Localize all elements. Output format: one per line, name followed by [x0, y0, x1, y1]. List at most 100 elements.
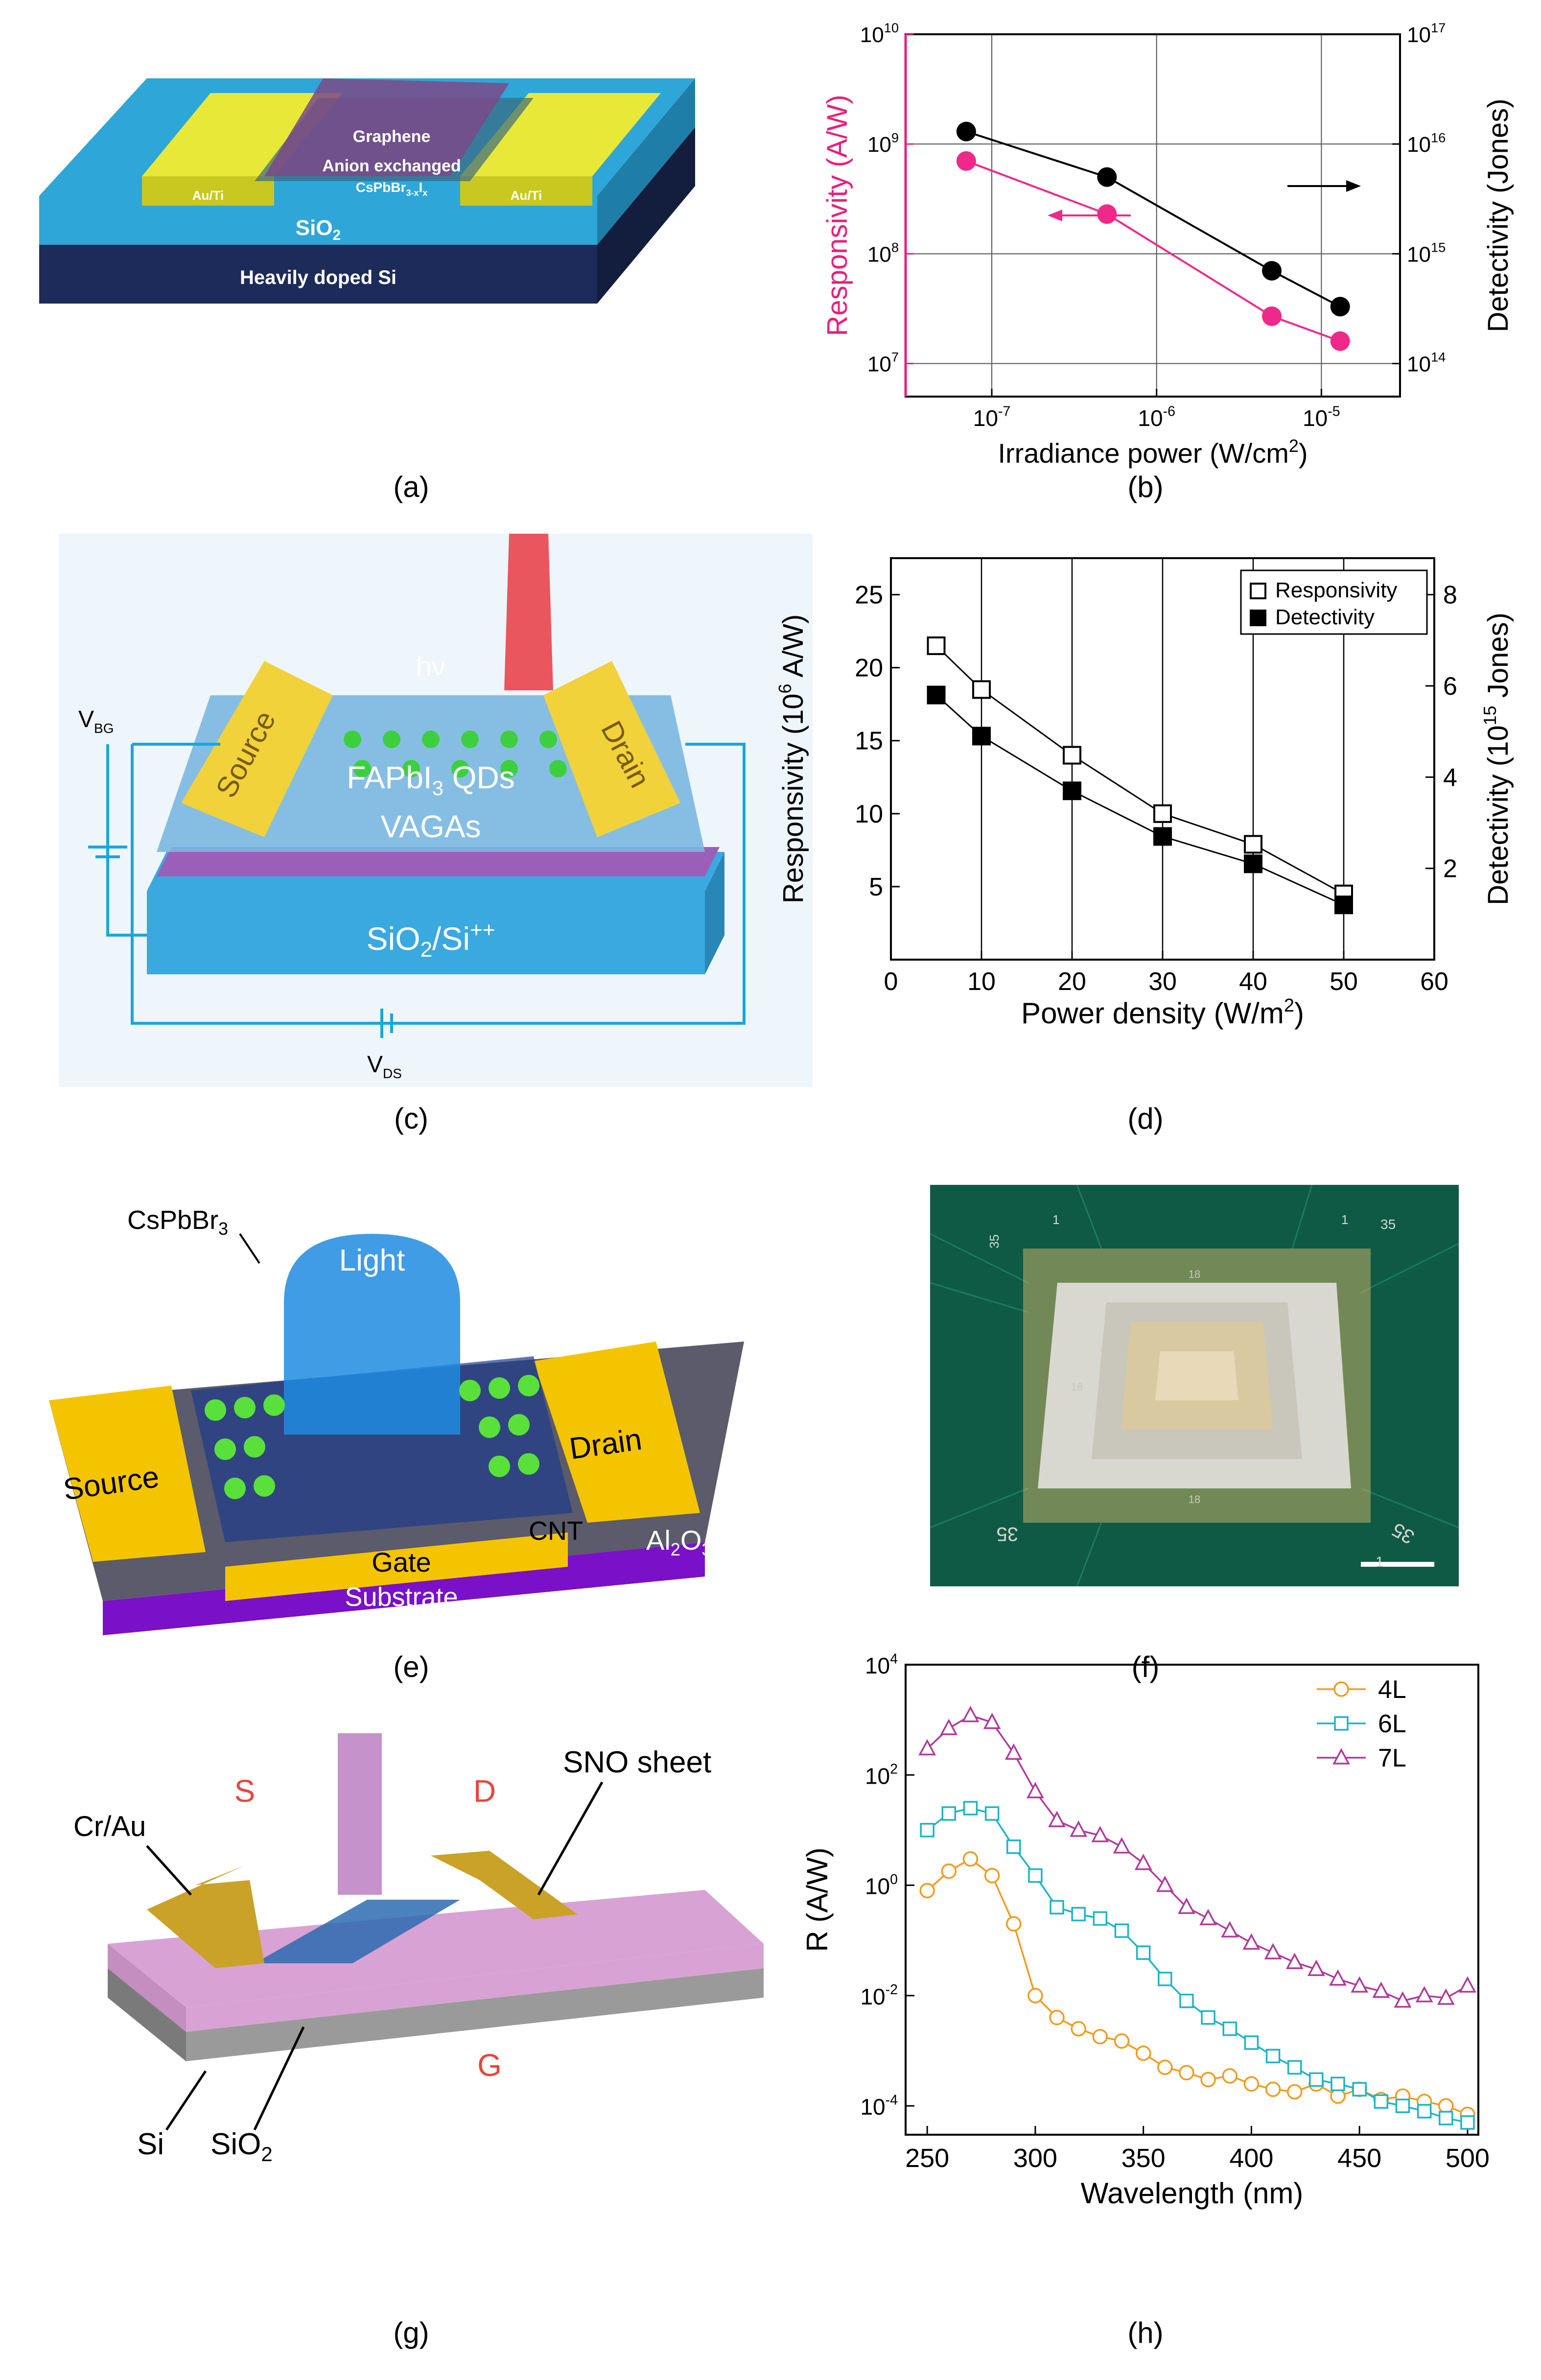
data-point-4l [1286, 2084, 1303, 2100]
x-tick-label: 40 [1239, 967, 1267, 996]
x-tick-label: 30 [1148, 967, 1177, 996]
data-point-6l [1309, 2072, 1324, 2087]
circuit-wire-gate [106, 744, 147, 937]
x-axis-label: Irradiance power (W/cm2) [998, 436, 1308, 469]
data-point-7l [1134, 1854, 1152, 1870]
label-sio2: SiO2 [296, 216, 341, 243]
data-point-responsivity [972, 680, 991, 699]
y-tick-label: 102 [865, 1762, 898, 1789]
data-point-detectivity [927, 685, 946, 705]
legend-label-responsivity: Responsivity [1275, 578, 1397, 602]
y-axis-label: R (A/W) [801, 1847, 834, 1952]
y-left-tick-label: 10 [855, 800, 883, 828]
label-al2o3: Al2O3 [646, 1525, 711, 1559]
x-tick-label: 500 [1446, 2144, 1490, 2173]
source-contact [181, 661, 333, 837]
data-point-6l [963, 1801, 978, 1815]
data-point-7l [1070, 1820, 1088, 1837]
silicon-front [186, 1968, 764, 2061]
label-light: Light [339, 1244, 405, 1277]
data-point-6l [1460, 2115, 1475, 2130]
label-au-right: Au/Ti [511, 188, 542, 203]
perovskite-dots [205, 1375, 539, 1499]
data-point-7l [918, 1739, 936, 1756]
schematic-g: S D G Cr/Au SNO sheet Si SiO2 [73, 1733, 764, 2166]
label-g: G [477, 2048, 502, 2083]
x-axis-label: Power density (W/m2) [1021, 995, 1304, 1030]
y-right-tick-label: 1014 [1407, 350, 1446, 377]
y-left-tick-label: 5 [869, 873, 883, 901]
y-tick-label: 10-4 [860, 2092, 898, 2120]
scale-bar [1361, 1562, 1434, 1567]
data-point-6l [1114, 1923, 1129, 1938]
series-line-detectivity [935, 694, 1344, 906]
data-point-right [956, 121, 976, 141]
chart-b-grid [906, 34, 1400, 397]
label-hv: hν [416, 651, 445, 682]
x-tick-label: 60 [1420, 967, 1448, 996]
x-tick-label: 10 [967, 967, 996, 996]
label-vagas: VAGAs [380, 809, 481, 844]
data-point-responsivity [927, 636, 946, 655]
y-right-axis-label: Detectivity (1015 Jones) [1480, 613, 1514, 905]
x-tick-label: 10-6 [1138, 403, 1175, 431]
quantum-dots [344, 730, 567, 778]
data-point-6l [1201, 2010, 1215, 2025]
data-point-4l [1200, 2072, 1216, 2088]
schematic-c: hν Source Drain FAPbI3 QDs VAGAs SiO2/Si… [59, 534, 813, 1087]
caption-f: (f) [1131, 1650, 1160, 1683]
oxide-front [186, 1944, 764, 2032]
data-point-7l [1329, 1969, 1347, 1986]
chart-h: 250 300 350 400 450 500 10-4 10-2 100 102 104 Wavel… [801, 1651, 1490, 2210]
data-point-4l [1114, 2033, 1130, 2049]
contact-left [142, 93, 343, 176]
drain-contact [543, 661, 680, 837]
label-cnt: CNT [529, 1516, 583, 1546]
sio2-pointer [253, 2026, 305, 2131]
label-heavily-doped-si: Heavily doped Si [240, 267, 397, 288]
data-point-4l [1330, 2088, 1346, 2104]
schematic-a: Graphene Anion exchanged CsPbBr3-xIx Au/… [39, 78, 695, 304]
x-tick-label: 450 [1337, 2144, 1381, 2173]
substrate-side [705, 852, 724, 974]
caption-e: (e) [393, 1650, 429, 1683]
data-point-4l [1222, 2068, 1238, 2084]
data-point-6l [1352, 2082, 1367, 2097]
data-point-7l [1004, 1743, 1023, 1760]
data-point-6l [1071, 1907, 1086, 1922]
data-point-7l [1113, 1837, 1131, 1854]
drain-electrode [431, 1851, 578, 1919]
data-point-7l [940, 1719, 958, 1735]
data-point-4l [1179, 2065, 1194, 2081]
legend-marker-responsivity [1250, 583, 1266, 599]
data-point-7l [1221, 1921, 1239, 1938]
x-tick-label: 250 [905, 2144, 949, 2173]
data-point-4l [1438, 2098, 1454, 2114]
data-point-7l [1242, 1933, 1261, 1950]
legend-box [1240, 569, 1428, 635]
label-tr-35: 35 [1380, 1217, 1396, 1232]
y-tick-label: 104 [865, 1651, 898, 1678]
y-right-tick-label: 2 [1443, 855, 1457, 883]
data-point-7l [1091, 1826, 1109, 1842]
photo-f: 35 1 1 35 35 35 1 18 18 18 [930, 1185, 1459, 1586]
oxide-left [108, 1944, 186, 2032]
data-point-6l [1287, 2060, 1302, 2075]
label-cspbbr3: CsPbBr3 [127, 1205, 228, 1239]
data-point-4l [1135, 2045, 1151, 2061]
data-point-4l [1243, 2076, 1260, 2092]
data-point-6l [1006, 1839, 1021, 1854]
perovskite-crystals [264, 78, 509, 176]
data-point-7l [1372, 1981, 1390, 1998]
x-tick-label: 300 [1013, 2144, 1057, 2173]
y-left-axis-label: Responsivity (A/W) [821, 94, 853, 336]
silicon-left [108, 1968, 186, 2061]
cr-au-pointer [146, 1845, 192, 1896]
y-left-tick-label: 25 [855, 581, 883, 610]
x-tick-label: 20 [1058, 967, 1086, 996]
data-point-6l [984, 1806, 1000, 1821]
y-left-tick-label: 107 [867, 350, 899, 377]
label-vds: VDS [367, 1052, 402, 1081]
caption-a: (a) [393, 471, 429, 503]
label-graphene: Graphene [353, 127, 431, 146]
